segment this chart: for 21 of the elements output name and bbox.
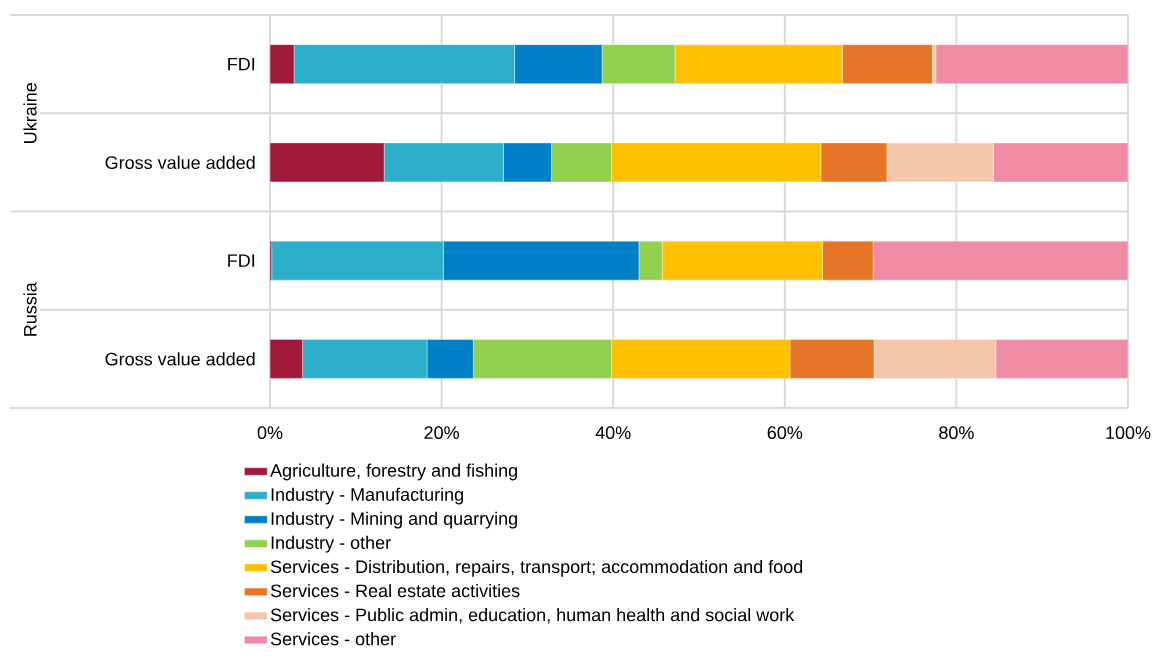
legend-label: Industry - Mining and quarrying xyxy=(271,511,517,529)
x-tick-label: 80% xyxy=(939,426,974,440)
x-tick-label: 0% xyxy=(257,426,283,440)
legend-label: Services - Public admin, education, human health and social work xyxy=(270,608,795,624)
bar xyxy=(935,44,1129,84)
text: Ukraine xyxy=(23,83,37,143)
legend-label: Services - Distribution, repairs, transport; accommodation and food xyxy=(270,559,803,577)
y-tick-label: FDI xyxy=(228,254,255,267)
x-tick-label: 100% xyxy=(1106,426,1151,440)
y-tick-label: Gross value added xyxy=(105,352,255,366)
legend-label: Industry - other xyxy=(271,535,391,553)
x-tick-label: 60% xyxy=(767,426,803,440)
x-tick-label: 20% xyxy=(424,426,459,440)
legend-label: Industry - Manufacturing xyxy=(271,487,463,505)
y-tick-label: Gross value added xyxy=(105,155,255,169)
legend-label: Services - other xyxy=(270,632,396,646)
legend-label: Services - Real estate activities xyxy=(270,583,520,598)
legend-label: Agriculture, forestry and fishing xyxy=(270,463,517,481)
x-tick-label: 40% xyxy=(595,426,631,440)
text: Russia xyxy=(23,282,37,336)
y-tick-label: FDI xyxy=(228,57,255,71)
